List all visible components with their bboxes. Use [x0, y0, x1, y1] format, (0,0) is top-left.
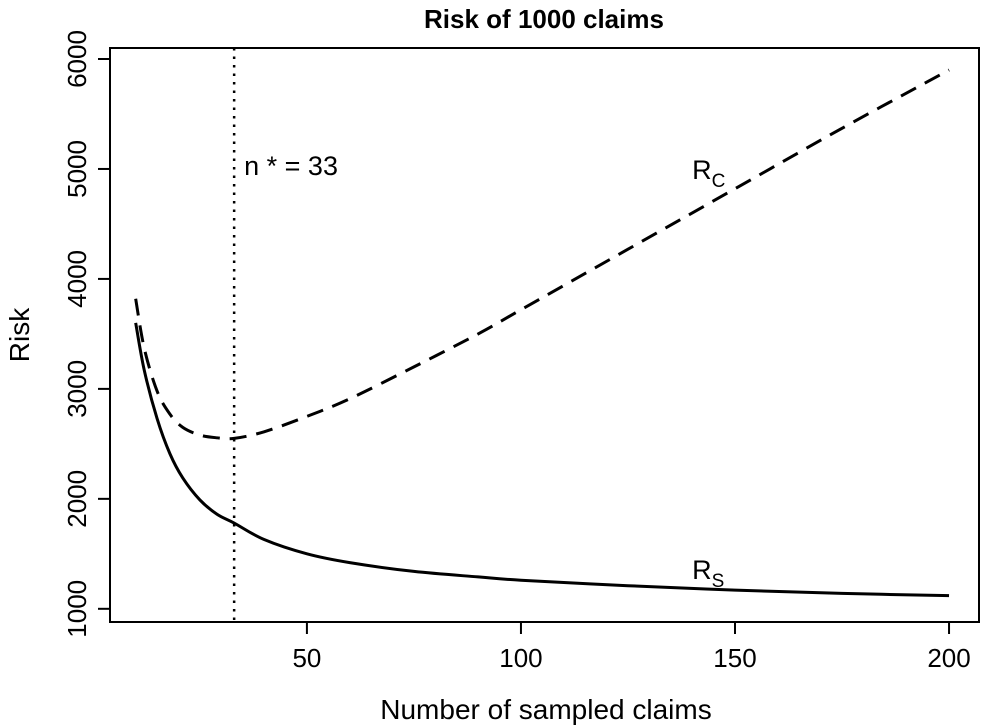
series-group: [134, 68, 950, 598]
y-tick-label: 5000: [62, 140, 92, 198]
y-axis: 1000 2000 3000 4000 5000 6000: [62, 30, 110, 638]
plot-frame: [109, 47, 980, 623]
y-tick-label: 2000: [62, 470, 92, 528]
curve-label-rc: RC: [692, 155, 725, 192]
series-line-rs: [134, 322, 950, 598]
x-axis: 50 100 150 200: [292, 622, 971, 673]
reference-line-group: n * = 33: [232, 48, 338, 622]
x-tick-label: 200: [927, 643, 970, 673]
x-axis-label: Number of sampled claims: [380, 694, 711, 725]
chart-title: Risk of 1000 claims: [424, 4, 664, 34]
x-tick-label: 50: [292, 643, 321, 673]
y-axis-label: Risk: [4, 307, 35, 362]
annotation-group: RC RS: [692, 155, 725, 592]
y-tick-label: 3000: [62, 360, 92, 418]
x-tick-label: 150: [713, 643, 756, 673]
y-tick-label: 6000: [62, 30, 92, 88]
optimum-label: n * = 33: [244, 151, 338, 181]
x-tick-label: 100: [499, 643, 542, 673]
series-line-rc: [134, 68, 950, 441]
y-tick-label: 4000: [62, 250, 92, 308]
y-tick-label: 1000: [62, 580, 92, 638]
curve-label-rs: RS: [692, 555, 724, 592]
